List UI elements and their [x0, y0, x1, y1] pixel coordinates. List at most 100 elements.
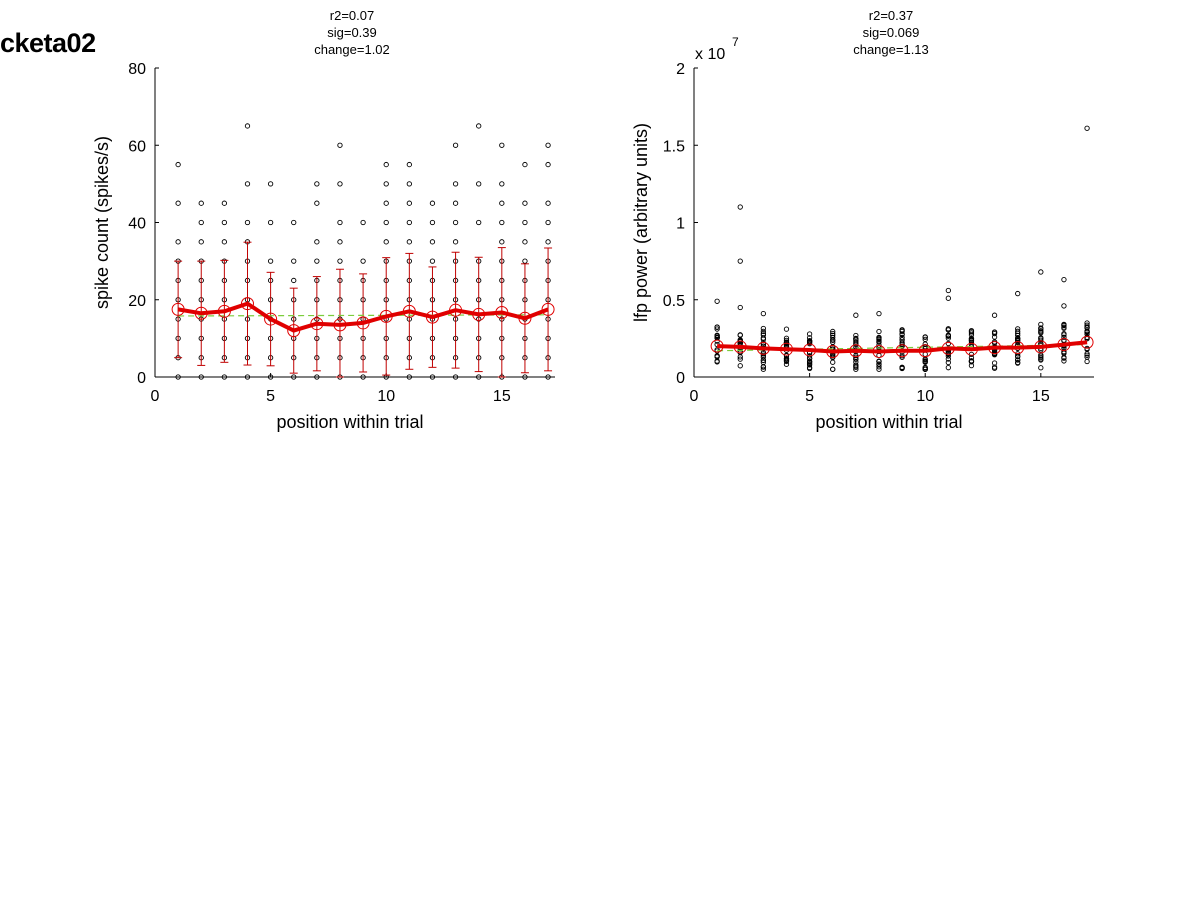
data-point — [1061, 355, 1067, 361]
data-point — [337, 181, 343, 187]
mean-marker — [194, 306, 208, 320]
data-point — [337, 258, 343, 264]
y-tick-label: 1 — [676, 216, 685, 233]
data-point — [452, 200, 459, 206]
data-point — [337, 219, 343, 226]
mean-marker — [449, 303, 463, 317]
data-point — [945, 340, 951, 347]
fit-line — [178, 314, 549, 317]
data-point — [267, 258, 274, 264]
stats-label: sig=0.39 — [327, 25, 377, 40]
data-point — [244, 219, 251, 226]
data-point — [406, 219, 412, 226]
data-point — [499, 239, 505, 245]
data-point — [522, 374, 528, 380]
data-point — [1015, 354, 1021, 360]
data-point — [991, 360, 998, 366]
data-point — [783, 358, 790, 365]
data-point — [1061, 331, 1067, 337]
y-tick-label: 40 — [128, 216, 146, 233]
data-point — [876, 328, 882, 335]
data-point — [383, 219, 389, 226]
data-point — [175, 200, 181, 206]
data-point — [1084, 322, 1090, 328]
data-point — [714, 298, 720, 304]
data-point — [945, 356, 951, 362]
mean-marker — [872, 345, 886, 359]
data-point — [1061, 358, 1067, 364]
data-point — [499, 181, 505, 187]
data-point — [853, 366, 859, 372]
data-point — [922, 334, 928, 340]
data-point — [545, 374, 551, 380]
data-point — [760, 352, 767, 358]
data-point — [360, 258, 366, 264]
data-point — [922, 366, 928, 372]
data-point — [922, 341, 928, 347]
data-point — [737, 356, 743, 362]
data-point — [1038, 269, 1044, 275]
data-point — [545, 200, 551, 206]
data-point — [714, 358, 720, 364]
data-point — [244, 181, 251, 187]
data-point — [783, 326, 790, 332]
y-tick-label: 0 — [676, 370, 685, 387]
data-point — [783, 337, 790, 343]
data-point — [314, 239, 320, 245]
data-point — [899, 341, 905, 348]
data-point — [314, 258, 320, 264]
data-point — [1015, 357, 1021, 363]
mean-marker — [756, 341, 770, 355]
data-point — [714, 324, 720, 330]
mean-marker — [918, 344, 932, 358]
mean-marker — [803, 343, 817, 357]
data-point — [545, 219, 551, 226]
data-point — [314, 374, 320, 380]
mean-marker — [310, 317, 324, 331]
data-point — [1038, 337, 1044, 343]
data-point — [499, 200, 505, 206]
x-tick-label: 15 — [493, 388, 511, 405]
data-point — [876, 311, 882, 317]
data-point — [452, 142, 459, 148]
data-point — [945, 287, 951, 294]
data-point — [714, 326, 720, 332]
data-point — [452, 181, 459, 187]
data-point — [899, 331, 905, 337]
data-point — [314, 200, 320, 206]
data-point — [1015, 290, 1021, 297]
mean-marker — [1080, 335, 1094, 349]
data-point — [853, 332, 859, 339]
data-point — [452, 374, 459, 380]
data-point — [1084, 352, 1090, 358]
data-point — [853, 312, 859, 318]
data-point — [522, 200, 528, 206]
x-axis-label: position within trial — [276, 412, 423, 432]
data-point — [760, 330, 767, 337]
data-point — [737, 258, 743, 264]
data-point — [267, 374, 274, 380]
data-point — [175, 239, 181, 245]
x-tick-label: 15 — [1032, 388, 1050, 405]
mean-marker — [988, 341, 1002, 355]
data-point — [522, 258, 528, 264]
data-point — [945, 359, 951, 366]
data-point — [737, 363, 743, 369]
data-point — [1084, 125, 1090, 131]
data-point — [198, 200, 204, 206]
data-point — [499, 219, 505, 226]
data-point — [1038, 365, 1044, 371]
data-point — [945, 332, 951, 338]
data-point — [267, 219, 274, 226]
y-tick-label: 0.5 — [663, 293, 685, 310]
mean-marker — [779, 342, 793, 356]
data-point — [198, 374, 204, 380]
data-point — [383, 181, 389, 187]
mean-marker — [402, 304, 416, 318]
mean-marker — [217, 304, 231, 318]
data-point — [853, 340, 859, 346]
data-point — [945, 326, 951, 332]
data-point — [221, 219, 228, 226]
data-point — [522, 239, 528, 245]
x-axis-label: position within trial — [815, 412, 962, 432]
